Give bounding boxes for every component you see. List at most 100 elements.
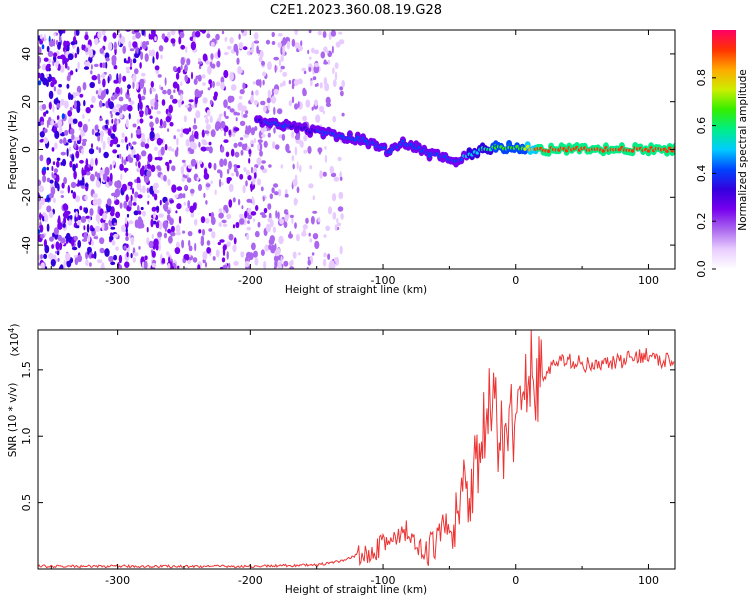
noise-blob [89,262,92,267]
noise-blob [99,130,105,138]
noise-blob [229,108,235,113]
noise-blob [170,30,176,36]
noise-blob [327,206,333,215]
noise-blob [242,82,246,90]
noise-blob [299,140,304,148]
noise-blob [307,259,311,266]
noise-blob [294,199,298,204]
noise-blob [218,222,222,228]
noise-blob [246,233,250,240]
noise-blob [193,78,198,85]
noise-blob [136,118,140,124]
noise-blob [260,165,265,170]
snr-y-scale-note: (x104) [7,324,21,357]
noise-blob [312,210,318,214]
snr-frame [37,329,676,570]
signal-point [601,149,606,153]
noise-blob [109,235,114,241]
noise-blob [217,49,221,58]
noise-blob [271,88,275,97]
noise-blob [277,42,282,48]
noise-blob [222,223,228,228]
noise-blob [96,146,99,151]
noise-blob [262,79,265,86]
noise-blob [250,94,255,104]
noise-blob [114,199,120,206]
noise-blob [201,129,205,138]
noise-blob [239,137,244,141]
noise-blob [118,264,123,269]
noise-blob [74,52,78,59]
noise-blob [289,266,295,269]
noise-blob [248,149,252,155]
noise-blob [153,212,156,219]
noise-blob [268,244,272,250]
noise-blob [62,30,66,34]
noise-blob [110,96,115,101]
noise-blob [132,58,137,64]
noise-blob [157,231,163,238]
noise-blob [279,69,283,73]
noise-blob [78,127,82,131]
noise-blob [62,203,68,211]
noise-blob [100,73,106,78]
noise-blob [307,145,312,154]
noise-blob [40,138,45,142]
noise-blob [281,133,286,141]
noise-blob [152,183,157,192]
noise-blob [188,99,194,103]
noise-blob [202,141,208,146]
noise-blob [111,118,114,124]
noise-blob [66,83,70,89]
noise-blob [254,230,260,238]
noise-blob [279,218,285,225]
noise-blob [273,183,279,188]
noise-blob [63,40,67,48]
noise-blob [128,113,131,120]
noise-blob [113,79,119,84]
noise-blob [172,66,177,72]
noise-blob [80,129,85,138]
noise-blob [152,220,157,225]
noise-blob [162,89,167,95]
noise-blob [61,158,67,167]
noise-blob [298,45,303,52]
noise-blob [116,119,119,125]
noise-blob [168,104,173,114]
noise-blob [273,88,279,95]
noise-blob [206,240,211,246]
noise-blob [336,222,342,227]
noise-blob [91,95,96,104]
noise-blob [46,205,52,213]
noise-blob [176,137,179,146]
noise-blob [310,215,315,225]
noise-blob [271,31,275,38]
colorbar-label: Normalized spectral amplitude [737,69,749,230]
noise-blob [55,241,60,251]
noise-blob [277,211,280,220]
noise-blob [93,251,97,260]
noise-blob [98,147,102,154]
noise-blob [208,228,213,232]
noise-blob [56,115,60,121]
noise-blob [75,225,80,229]
noise-blob [128,220,134,225]
noise-blob [154,157,159,161]
noise-blob [118,73,122,82]
noise-blob [261,214,267,218]
noise-blob [89,81,95,89]
noise-blob [38,72,42,79]
noise-blob [214,122,220,132]
noise-blob [40,254,43,260]
noise-blob [94,124,99,131]
noise-blob [69,160,73,168]
noise-blob [308,232,311,237]
noise-blob [323,61,328,65]
noise-blob [113,222,118,226]
noise-blob [55,39,59,46]
noise-blob [132,123,137,128]
noise-blob [101,103,105,107]
noise-blob [56,157,61,161]
noise-blob [247,214,253,220]
signal-point [646,149,651,153]
